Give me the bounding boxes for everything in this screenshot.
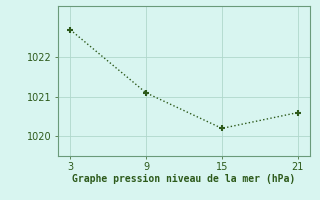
X-axis label: Graphe pression niveau de la mer (hPa): Graphe pression niveau de la mer (hPa) xyxy=(72,174,296,184)
